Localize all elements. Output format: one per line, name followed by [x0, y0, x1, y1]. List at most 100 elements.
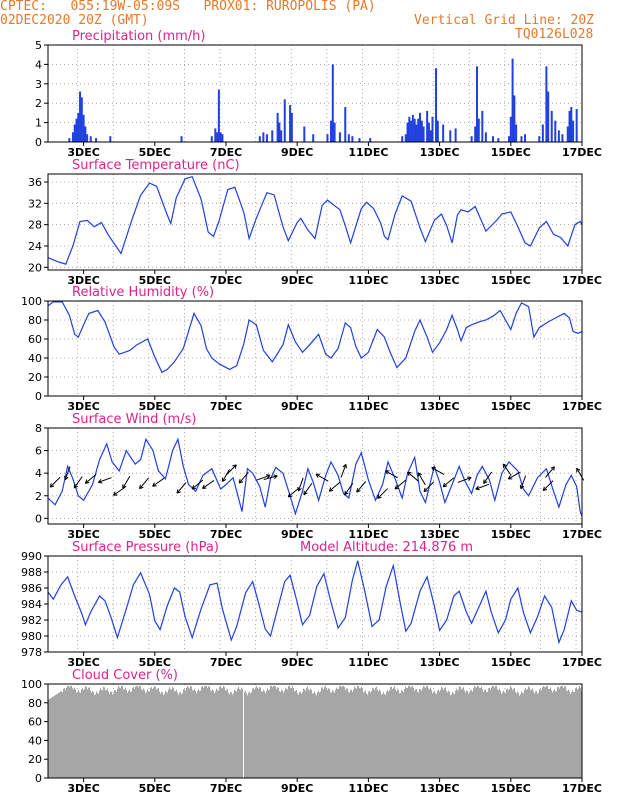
cloud-cover-column	[206, 685, 208, 778]
y-tick-label: 990	[21, 550, 42, 563]
precip-bar	[82, 114, 85, 142]
cloud-cover-column	[505, 693, 507, 778]
cloud-cover-column	[334, 693, 336, 778]
cloud-cover-column	[240, 689, 242, 778]
wind-arrow	[303, 482, 313, 496]
cloud-cover-column	[486, 692, 488, 778]
cloud-cover-column	[549, 689, 551, 778]
series-line	[47, 560, 583, 645]
panel-0	[44, 44, 583, 146]
cloud-cover-column	[341, 687, 343, 778]
cloud-cover-column	[236, 691, 238, 778]
cloud-cover-column	[541, 690, 543, 778]
cloud-cover-column	[229, 694, 231, 778]
cloud-cover-column	[112, 694, 114, 778]
cloud-cover-column	[175, 690, 177, 778]
cloud-cover-column	[109, 693, 111, 778]
wind-arrow-head	[345, 464, 347, 469]
cloud-cover-column	[332, 690, 334, 778]
precip-bar	[413, 118, 416, 142]
cloud-cover-column	[158, 688, 160, 778]
wind-arrow-head	[152, 482, 155, 487]
wind-arrow-shaft	[176, 482, 187, 494]
cloud-cover-column	[386, 691, 388, 778]
wind-arrow-shaft	[356, 481, 367, 493]
cloud-cover-column	[387, 689, 389, 778]
cloud-cover-column	[91, 692, 93, 778]
wind-arrow-head	[467, 476, 472, 479]
cloud-cover-column	[574, 692, 576, 778]
cloud-cover-column	[570, 694, 572, 778]
cloud-cover-column	[61, 691, 63, 778]
cloud-cover-column	[208, 686, 210, 778]
wind-arrow-shaft	[483, 471, 493, 484]
x-tick-label: 13DEC	[420, 146, 460, 159]
cloud-cover-column	[290, 687, 292, 778]
y-tick-label: 2	[35, 97, 42, 110]
wind-arrow-shaft	[139, 477, 150, 490]
x-tick-label: 15DEC	[491, 656, 531, 669]
cloud-cover-column	[501, 693, 503, 778]
cloud-cover-column	[542, 687, 544, 778]
cloud-cover-column	[182, 693, 184, 778]
cloud-cover-column	[237, 688, 239, 778]
cloud-cover-column	[441, 686, 443, 778]
cloud-cover-column	[59, 692, 61, 778]
plot-frame	[47, 173, 583, 271]
wind-arrow	[64, 466, 71, 481]
cloud-cover-column	[440, 689, 442, 778]
wind-arrow	[385, 470, 398, 479]
cloud-cover-column	[484, 690, 486, 778]
cloud-cover-column	[412, 685, 414, 778]
cloud-cover-column	[455, 690, 457, 778]
precip-bar	[330, 120, 333, 142]
cloud-cover-column	[467, 690, 469, 778]
cloud-cover-column	[80, 692, 82, 778]
cloud-cover-column	[558, 686, 560, 778]
y-tick-label: 984	[21, 598, 42, 611]
cloud-cover-column	[211, 691, 213, 778]
cloud-cover-column	[338, 688, 340, 778]
wind-arrow-shaft	[394, 479, 407, 490]
cloud-cover-column	[56, 694, 58, 778]
cloud-cover-column	[124, 689, 126, 778]
cloud-cover-column	[552, 692, 554, 778]
cloud-cover-column	[249, 691, 251, 778]
panel-3	[44, 427, 585, 528]
cloud-cover-column	[89, 687, 91, 778]
x-tick-label: 3DEC	[67, 400, 99, 413]
y-tick-label: 100	[21, 678, 42, 691]
wind-arrow-head	[298, 488, 302, 492]
cloud-cover-column	[351, 689, 353, 778]
cloud-cover-column	[69, 687, 71, 778]
cloud-cover-column	[400, 692, 402, 778]
x-tick-label: 13DEC	[420, 528, 460, 541]
cloud-cover-column	[460, 686, 462, 778]
cloud-cover-column	[362, 688, 364, 778]
cloud-cover-column	[475, 687, 477, 778]
cloud-cover-column	[298, 694, 300, 778]
wind-arrow	[407, 471, 419, 482]
y-tick-label: 80	[28, 697, 42, 710]
cloud-cover-column	[580, 687, 582, 778]
cloud-cover-column	[115, 690, 117, 778]
x-tick-label: 7DEC	[210, 146, 242, 159]
wind-arrow-shaft	[297, 477, 304, 492]
wind-arrow-head	[74, 485, 79, 489]
cloud-cover-column	[196, 693, 198, 778]
y-tick-label: 982	[21, 614, 42, 627]
cloud-cover-column	[134, 688, 136, 778]
y-tick-label: 980	[21, 630, 42, 643]
cloud-cover-column	[315, 693, 317, 778]
cloud-cover-column	[55, 695, 57, 778]
cloud-cover-column	[321, 687, 323, 778]
cloud-cover-column	[477, 685, 479, 778]
cloud-cover-column	[526, 689, 528, 778]
wind-arrow-shaft	[222, 469, 230, 482]
cloud-cover-column	[67, 685, 69, 778]
precip-bar	[404, 134, 407, 142]
cloud-cover-column	[276, 688, 278, 778]
cloud-cover-column	[364, 691, 366, 778]
cloud-cover-column	[566, 690, 568, 778]
y-tick-label: 2	[35, 490, 42, 503]
